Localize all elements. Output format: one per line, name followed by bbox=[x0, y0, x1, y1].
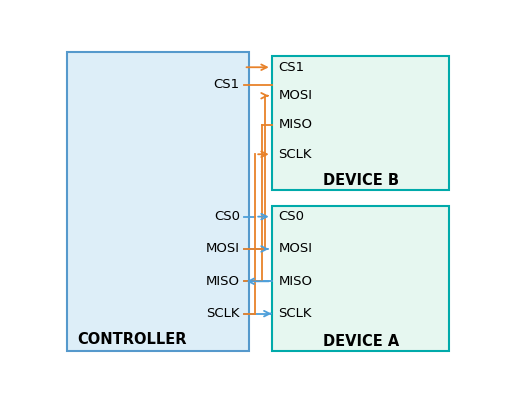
Text: MOSI: MOSI bbox=[279, 242, 313, 256]
Text: SCLK: SCLK bbox=[279, 307, 312, 320]
Text: CS1: CS1 bbox=[214, 78, 240, 92]
Bar bbox=[272, 206, 449, 351]
Text: SCLK: SCLK bbox=[207, 307, 240, 320]
Text: CS0: CS0 bbox=[214, 210, 240, 223]
Text: MOSI: MOSI bbox=[279, 89, 313, 102]
Bar bbox=[67, 52, 249, 351]
Text: DEVICE A: DEVICE A bbox=[323, 334, 399, 349]
Text: SCLK: SCLK bbox=[279, 148, 312, 161]
Text: DEVICE B: DEVICE B bbox=[323, 173, 399, 188]
Text: MISO: MISO bbox=[279, 118, 313, 132]
Bar bbox=[272, 56, 449, 190]
Text: MISO: MISO bbox=[206, 275, 240, 288]
Text: CS1: CS1 bbox=[279, 61, 305, 74]
Text: CS0: CS0 bbox=[279, 210, 305, 223]
Text: MISO: MISO bbox=[279, 275, 313, 288]
Text: MOSI: MOSI bbox=[206, 242, 240, 256]
Text: CONTROLLER: CONTROLLER bbox=[77, 332, 186, 346]
